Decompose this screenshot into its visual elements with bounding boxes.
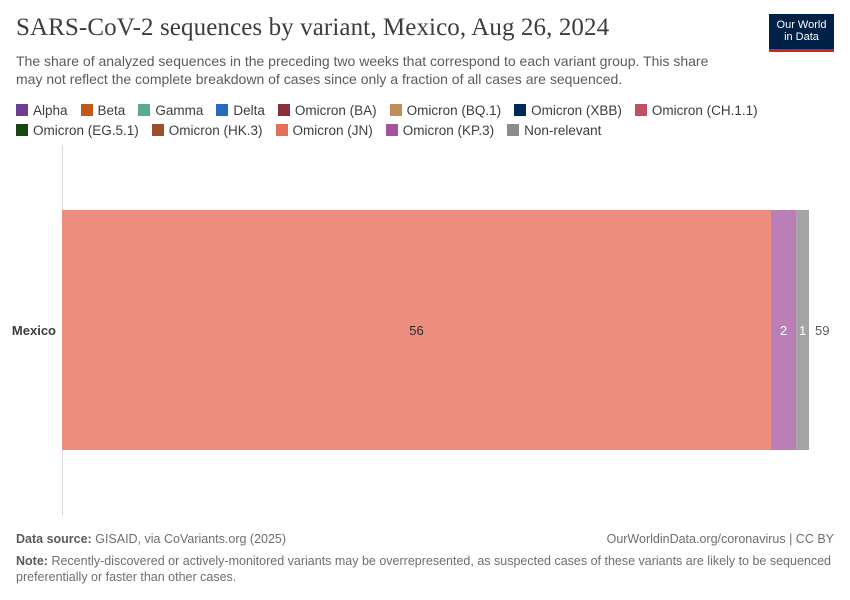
bar-segment-non-relevant: [796, 210, 809, 450]
legend-label: Omicron (XBB): [531, 102, 622, 118]
legend-item-beta[interactable]: Beta: [80, 102, 126, 118]
legend-item-omicron-ch11[interactable]: Omicron (CH.1.1): [634, 102, 758, 118]
footer-note: Note: Recently-discovered or actively-mo…: [16, 553, 834, 585]
legend-swatch: [80, 104, 93, 116]
legend-label: Omicron (KP.3): [402, 122, 495, 138]
legend-item-omicron-bq1[interactable]: Omicron (BQ.1): [389, 102, 502, 118]
legend-swatch: [216, 104, 229, 116]
legend-label: Alpha: [33, 102, 68, 118]
legend-label: Delta: [233, 102, 265, 118]
legend-item-delta[interactable]: Delta: [216, 102, 265, 118]
note-label: Note:: [16, 554, 48, 568]
legend-swatch: [275, 124, 288, 136]
legend-item-non-relevant[interactable]: Non-relevant: [507, 122, 601, 138]
legend-swatch: [277, 104, 290, 116]
legend-swatch: [634, 104, 647, 116]
legend-swatch: [16, 124, 28, 136]
data-source: Data source: GISAID, via CoVariants.org …: [16, 532, 286, 546]
legend-label: Beta: [97, 102, 126, 118]
legend-label: Omicron (CH.1.1): [651, 102, 758, 118]
legend-item-omicron-hk3[interactable]: Omicron (HK.3): [151, 122, 263, 138]
data-label: 56: [409, 323, 423, 338]
legend-label: Omicron (JN): [292, 122, 373, 138]
legend-label: Omicron (HK.3): [168, 122, 263, 138]
logo-line-2: in Data: [784, 31, 819, 43]
category-label: Mexico: [12, 323, 56, 338]
chart-title: SARS-CoV-2 sequences by variant, Mexico,…: [16, 14, 610, 41]
bar-segment-omicron-jn: [62, 210, 772, 450]
footer-source-row: Data source: GISAID, via CoVariants.org …: [16, 532, 834, 546]
legend-item-omicron-kp3[interactable]: Omicron (KP.3): [385, 122, 495, 138]
legend-swatch: [507, 124, 520, 136]
footer-url[interactable]: OurWorldinData.org/coronavirus | CC BY: [606, 532, 834, 546]
legend-swatch: [151, 124, 164, 136]
source-label: Data source:: [16, 532, 92, 546]
legend-swatch: [389, 104, 402, 116]
legend-label: Omicron (EG.5.1): [33, 122, 139, 138]
total-label: 59: [815, 323, 829, 338]
chart-subtitle: The share of analyzed sequences in the p…: [16, 53, 709, 87]
legend-label: Non-relevant: [524, 122, 602, 138]
logo-line-1: Our World: [776, 19, 827, 31]
legend: Alpha Beta Gamma Delta Omicron (BA) Omic…: [16, 102, 836, 138]
bar-segment-omicron-kp-3: [771, 210, 797, 450]
legend-label: Omicron (BA): [294, 102, 377, 118]
legend-swatch: [138, 104, 151, 116]
legend-item-gamma[interactable]: Gamma: [138, 102, 203, 118]
legend-item-alpha[interactable]: Alpha: [16, 102, 68, 118]
owid-logo[interactable]: Our World in Data: [769, 14, 834, 52]
data-label: 1: [799, 323, 806, 338]
legend-swatch: [16, 104, 28, 116]
legend-swatch: [385, 124, 398, 136]
legend-item-omicron-xbb[interactable]: Omicron (XBB): [514, 102, 622, 118]
legend-item-omicron-ba[interactable]: Omicron (BA): [277, 102, 377, 118]
legend-item-omicron-eg51[interactable]: Omicron (EG.5.1): [16, 122, 139, 138]
legend-label: Gamma: [155, 102, 204, 118]
legend-item-omicron-jn[interactable]: Omicron (JN): [275, 122, 373, 138]
stacked-bar-chart: Mexico 56 2 1 59: [12, 145, 829, 516]
note-text: Recently-discovered or actively-monitore…: [16, 554, 832, 584]
legend-label: Omicron (BQ.1): [406, 102, 502, 118]
data-label: 2: [780, 323, 787, 338]
legend-swatch: [514, 104, 527, 116]
source-link[interactable]: GISAID, via CoVariants.org (2025): [95, 532, 287, 546]
